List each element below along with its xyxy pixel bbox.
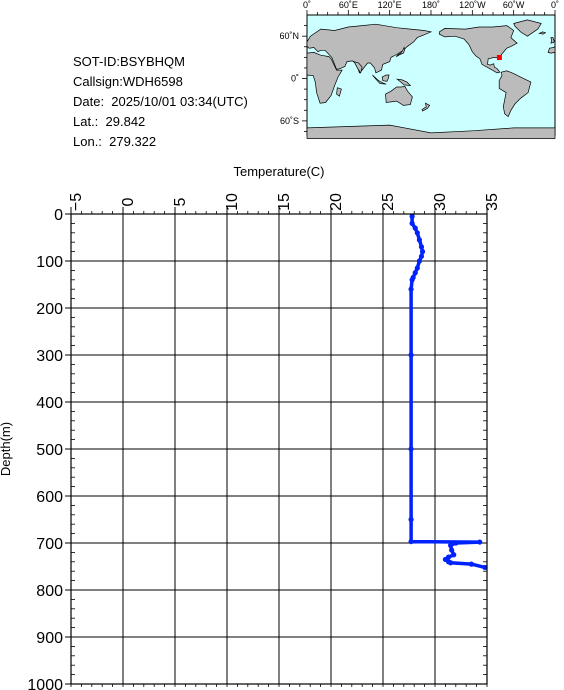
- land-india-south: [352, 61, 363, 74]
- x-tick-label: 20: [328, 193, 345, 211]
- land-europe-west-edge: [547, 46, 556, 54]
- land-japan: [395, 46, 406, 58]
- y-tick-label: 100: [36, 254, 63, 271]
- land-greenland: [513, 19, 542, 37]
- land-south-america: [498, 70, 532, 118]
- x-tick-label: −5: [68, 193, 85, 211]
- x-tick-label: 5: [172, 197, 189, 206]
- land-north-america: [438, 25, 518, 74]
- profile-point: [416, 258, 422, 264]
- map-lon-label: 120˚W: [459, 0, 486, 10]
- x-tick-label: 30: [432, 193, 449, 211]
- date-label: Date: 2025/10/01 03:34(UTC): [73, 94, 248, 109]
- map-lon-label: 120˚E: [378, 0, 402, 10]
- x-tick-label: 15: [276, 193, 293, 211]
- land-antarctica: [306, 124, 556, 139]
- land-new-guinea: [395, 78, 412, 87]
- callsign-label: Callsign:WDH6598: [73, 74, 183, 89]
- profile-point: [412, 270, 418, 276]
- map-lat-label: 60˚N: [279, 31, 299, 41]
- x-tick-label: 0: [120, 197, 137, 206]
- profile-point: [448, 542, 454, 548]
- land-madagascar: [336, 87, 342, 97]
- land-indonesia-borneo: [381, 74, 390, 82]
- longitude-label: Lon.: 279.322: [73, 134, 157, 149]
- temperature-profile-chart: −5 0 5 10 15 20 25 30 35 0 100 200 300 400 500 600 700 8…: [0, 164, 501, 690]
- y-tick-label: 0: [54, 207, 63, 224]
- y-axis-title: Depth(m): [0, 422, 13, 476]
- y-tick-label: 200: [36, 301, 63, 318]
- profile-point: [409, 277, 415, 283]
- map-labels: 0˚ 60˚E 120˚E 180˚ 120˚W 60˚W 0˚ 60˚N 0˚ 60˚S: [279, 0, 559, 126]
- profile-point: [408, 286, 414, 292]
- land-australia: [385, 85, 413, 106]
- profile-point: [482, 564, 488, 571]
- land-sumatra-java: [372, 74, 387, 85]
- profile-point: [409, 220, 415, 226]
- profile-point: [408, 352, 414, 358]
- map-land: [306, 19, 556, 139]
- profile-point: [414, 230, 420, 236]
- profile-point: [468, 561, 474, 567]
- map-lon-label: 60˚W: [503, 0, 525, 10]
- latitude-label: Lat.: 29.842: [73, 114, 146, 129]
- y-tick-label: 500: [36, 442, 63, 459]
- profile-point: [477, 539, 483, 545]
- profile-points: [408, 213, 488, 571]
- profile-point: [449, 547, 455, 553]
- x-tick-labels: −5 0 5 10 15 20 25 30 35: [68, 193, 501, 211]
- profile-point: [408, 538, 414, 545]
- y-tick-label: 900: [36, 630, 63, 647]
- grid-lines: [71, 214, 487, 684]
- map-lon-label: 0˚: [303, 0, 311, 10]
- land-uk: [550, 37, 555, 44]
- profile-point: [416, 237, 422, 243]
- map-ticks: [302, 10, 556, 132]
- y-tick-label: 1000: [27, 677, 63, 690]
- profile-point: [408, 516, 414, 523]
- profile-point: [448, 560, 454, 566]
- profile-point: [409, 213, 415, 219]
- x-tick-label: 35: [484, 193, 501, 211]
- profile-point: [408, 446, 414, 452]
- profile-point: [451, 552, 457, 558]
- map-lat-label: 0˚: [291, 74, 299, 84]
- x-tick-label: 10: [224, 193, 241, 211]
- land-new-zealand: [421, 102, 431, 112]
- plot-frame: [70, 213, 488, 685]
- land-iceland: [537, 31, 547, 35]
- y-tick-label: 700: [36, 536, 63, 553]
- y-tick-label: 300: [36, 348, 63, 365]
- land-eurasia: [306, 23, 433, 74]
- profile-point: [418, 244, 425, 250]
- x-tick-label: 25: [380, 193, 397, 211]
- y-tick-label: 600: [36, 489, 63, 506]
- location-marker: [496, 55, 502, 60]
- profile-point: [453, 540, 459, 546]
- y-tick-label: 400: [36, 395, 63, 412]
- land-africa: [306, 52, 343, 104]
- profile-point: [418, 253, 425, 259]
- map-lon-label: 180˚: [422, 0, 440, 10]
- y-tick-labels: 0 100 200 300 400 500 600 700 800 900 1000: [27, 207, 63, 690]
- map-lon-label: 0˚: [551, 0, 559, 10]
- sot-id-label: SOT-ID:BSYBHQM: [73, 54, 185, 69]
- map-lat-label: 60˚S: [280, 116, 299, 126]
- y-tick-label: 800: [36, 583, 63, 600]
- profile-point: [419, 249, 426, 255]
- world-map: 0˚ 60˚E 120˚E 180˚ 120˚W 60˚W 0˚ 60˚N 0˚ 60˚S: [279, 0, 559, 139]
- profile-point: [412, 225, 418, 231]
- map-lon-label: 60˚E: [339, 0, 358, 10]
- profile-point: [414, 265, 420, 271]
- x-axis-title: Temperature(C): [233, 164, 324, 179]
